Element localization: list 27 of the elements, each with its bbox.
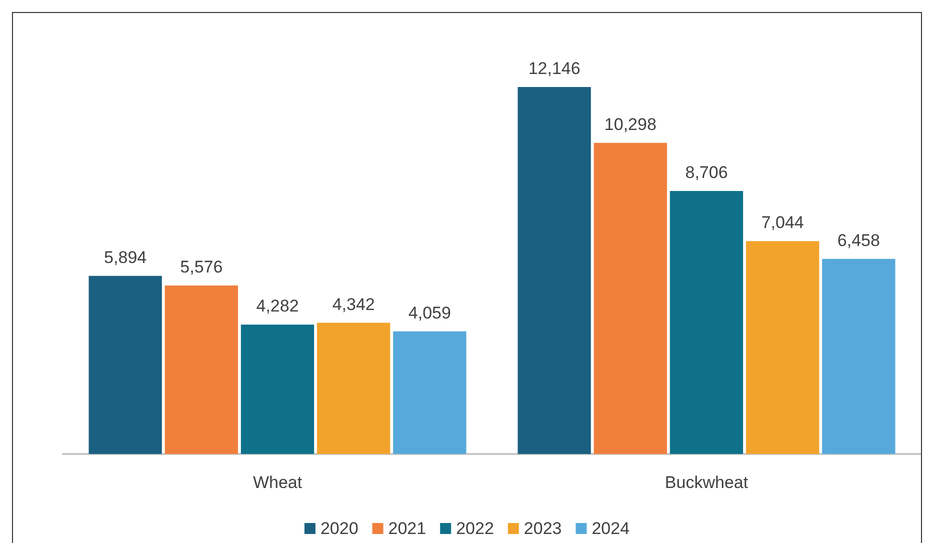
bar [594,142,667,454]
bar [240,324,314,454]
data-label: 4,342 [332,294,375,314]
data-label: 4,282 [256,296,299,316]
bar [746,241,820,454]
data-label: 4,059 [408,303,451,322]
data-label: 10,298 [604,114,656,134]
data-label: 6,458 [837,230,880,250]
legend-label: 2023 [524,519,562,538]
bar [88,276,162,454]
data-label: 8,706 [685,162,728,182]
bar [518,87,591,454]
legend-label: 2024 [592,519,630,538]
bar [164,286,238,454]
bar [670,190,744,454]
data-label: 5,576 [180,258,223,277]
x-tick-label: Wheat [252,473,302,492]
x-tick-label: Buckwheat [664,473,748,492]
legend-label: 2020 [320,519,358,538]
bar [317,322,390,454]
bar [393,331,466,454]
data-label: 12,146 [528,59,580,78]
data-label: 5,894 [104,248,147,267]
legend-label: 2022 [456,519,494,538]
data-label: 7,044 [761,213,804,232]
legend-label: 2021 [388,519,426,538]
bar [822,258,896,454]
